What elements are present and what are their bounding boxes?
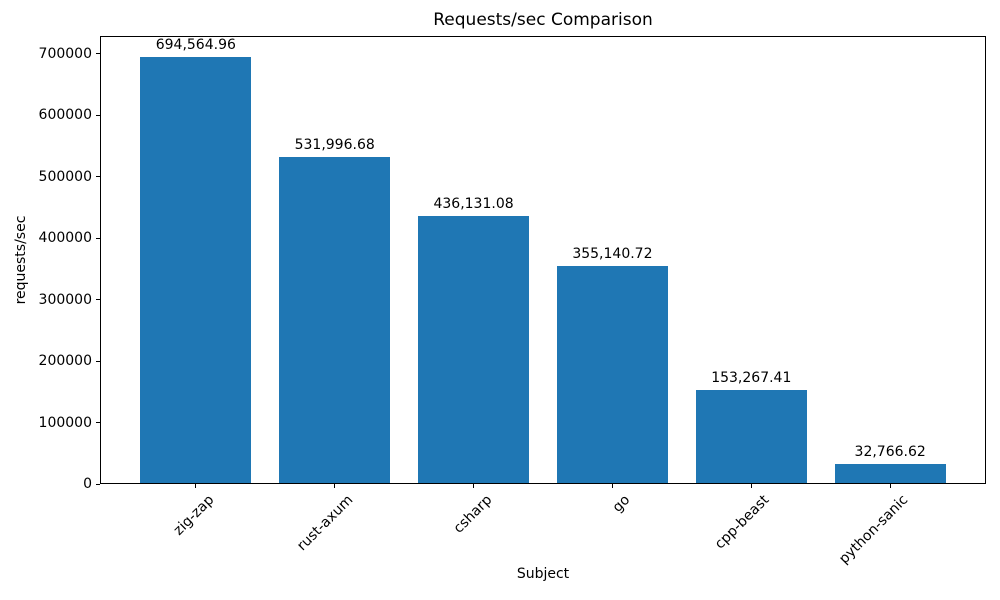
bar-go: [556, 265, 668, 483]
y-tick-label: 600000: [38, 107, 92, 124]
bar-value-label: 436,131.08: [433, 196, 514, 213]
x-axis-title: Subject: [516, 566, 570, 582]
y-tick-mark: [96, 176, 100, 178]
chart-title: Requests/sec Comparison: [433, 10, 653, 30]
x-tick-label-rust-axum: rust-axum: [293, 492, 357, 555]
bar-value-label: 694,564.96: [155, 37, 236, 54]
bar-cpp-beast: [695, 389, 807, 483]
bar-rust-axum: [279, 157, 391, 483]
bar-csharp: [418, 216, 530, 483]
y-tick-mark: [96, 360, 100, 362]
y-tick-label: 300000: [38, 291, 92, 308]
y-tick-label: 700000: [38, 45, 92, 62]
y-tick-mark: [96, 53, 100, 55]
x-tick-label-csharp: csharp: [450, 492, 495, 537]
x-tick-label-go: go: [610, 492, 634, 516]
y-axis-title: requests/sec: [13, 215, 29, 305]
x-tick-mark: [473, 484, 475, 488]
y-tick-label: 100000: [38, 414, 92, 431]
y-tick-label: 500000: [38, 168, 92, 185]
x-tick-mark: [889, 484, 891, 488]
x-tick-label-python-sanic: python-sanic: [836, 492, 912, 568]
bar-value-label: 153,267.41: [711, 369, 792, 386]
y-tick-mark: [96, 114, 100, 116]
x-tick-label-zig-zap: zig-zap: [170, 492, 218, 539]
x-tick-mark: [611, 484, 613, 488]
y-tick-mark: [96, 237, 100, 239]
y-tick-label: 0: [83, 476, 92, 492]
bar-value-label: 32,766.62: [854, 443, 926, 460]
x-tick-label-cpp-beast: cpp-beast: [712, 492, 773, 553]
x-tick-mark: [195, 484, 197, 488]
x-tick-mark: [334, 484, 336, 488]
y-tick-label: 200000: [38, 353, 92, 370]
y-tick-mark: [96, 483, 100, 485]
y-tick-label: 400000: [38, 230, 92, 247]
bar-value-label: 355,140.72: [572, 245, 653, 262]
y-tick-mark: [96, 299, 100, 301]
bar-value-label: 531,996.68: [294, 137, 375, 154]
y-tick-mark: [96, 422, 100, 424]
bar-python-sanic: [834, 463, 946, 483]
bar-zig-zap: [140, 57, 252, 483]
x-tick-mark: [750, 484, 752, 488]
